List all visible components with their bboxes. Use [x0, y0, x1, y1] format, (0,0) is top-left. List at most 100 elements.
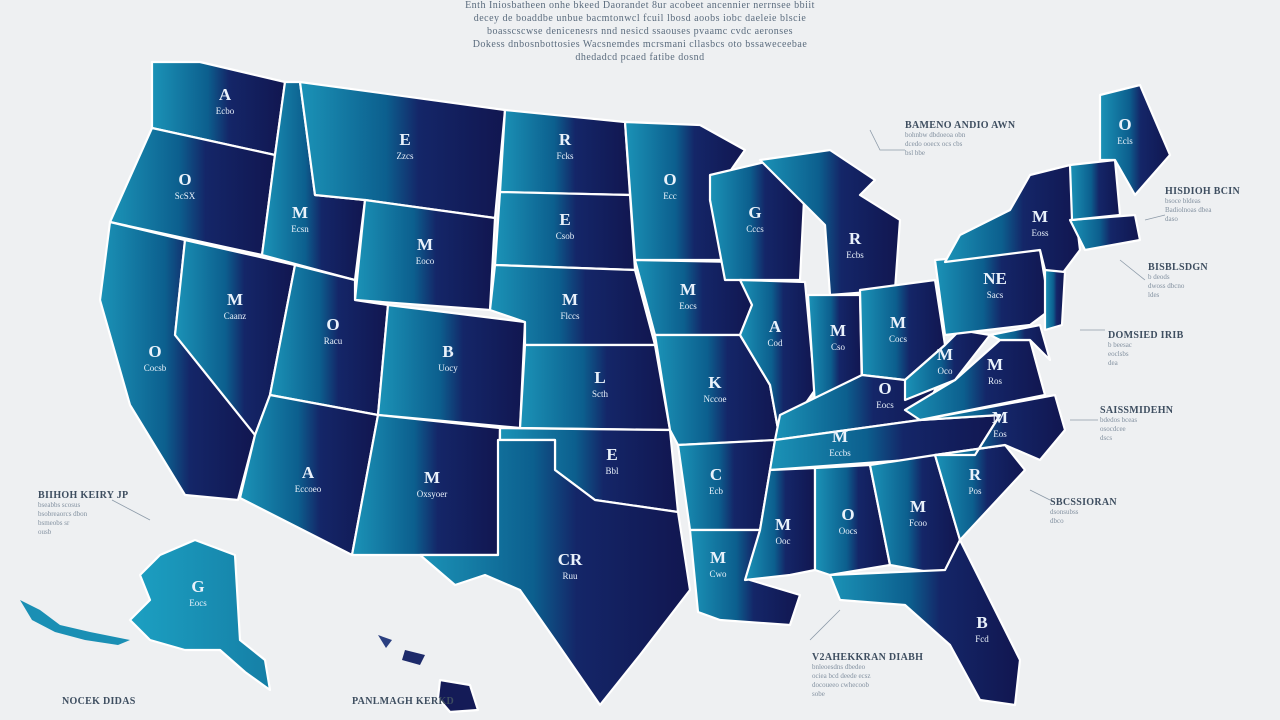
state-mt[interactable]: [298, 80, 507, 220]
state-nc[interactable]: [918, 393, 1067, 462]
state-code: M: [775, 515, 791, 534]
state-code: G: [748, 203, 761, 222]
state-caption: Racu: [324, 336, 343, 346]
state-label-ms: M Ooc: [775, 515, 791, 546]
state-label-ga: M Fcoo: [909, 497, 928, 528]
callout-line: sobe: [812, 690, 825, 698]
state-code: M: [680, 280, 696, 299]
hawaii-islet: [402, 650, 425, 665]
state-caption: Pos: [968, 486, 982, 496]
state-label-tn: M Eccbs: [829, 427, 851, 458]
state-ct-ri-ma[interactable]: [1068, 213, 1142, 252]
callout-line: dbco: [1050, 517, 1064, 525]
state-label-nm: M Oxsyoer: [417, 468, 448, 499]
callout-gulf: V2AHEKKRAN DIABH bnleoesdns dbedeo ociea…: [812, 652, 923, 699]
state-al[interactable]: [813, 463, 892, 577]
state-code: CR: [558, 550, 583, 569]
state-caption: Uocy: [438, 363, 458, 373]
state-az[interactable]: [238, 393, 380, 557]
state-code: M: [937, 345, 953, 364]
state-label-pa: NE Sacs: [983, 269, 1007, 300]
title-line: decey de boaddbe unbue bacmtonwcl fcuil …: [473, 13, 807, 24]
callout-ne3: BISBLSDGN b deods dwoss dbcno ldes: [1148, 262, 1208, 300]
state-caption: Eocs: [679, 301, 697, 311]
state-label-ca: O Cocsb: [144, 342, 167, 373]
state-ny[interactable]: [943, 163, 1082, 292]
state-code: A: [302, 463, 315, 482]
state-code: E: [399, 130, 410, 149]
title-line: Dokess dnbosnbottosies Wacsnemdes mcrsma…: [472, 39, 808, 50]
state-label-nv: M Caanz: [224, 290, 247, 321]
state-caption: Ecb: [709, 486, 723, 496]
state-caption: Cod: [767, 338, 783, 348]
state-code: O: [326, 315, 339, 334]
state-label-me: O Ecls: [1117, 115, 1133, 146]
callout-ne4: DOMSIED IRIB b beesac eoclsbs dea: [1108, 330, 1184, 368]
state-ar[interactable]: [676, 438, 777, 532]
state-code: E: [559, 210, 570, 229]
state-caption: Ros: [988, 376, 1003, 386]
callout-line: bsl bbe: [905, 149, 926, 157]
state-caption: Fcks: [556, 151, 574, 161]
callout-line: ldes: [1148, 291, 1160, 299]
state-caption: Fcoo: [909, 518, 928, 528]
state-de-md[interactable]: [988, 323, 1052, 362]
state-label-co: B Uocy: [438, 342, 458, 373]
callout-line: bnleoesdns dbedeo: [812, 663, 866, 671]
state-caption: Ecls: [1117, 136, 1133, 146]
state-tx[interactable]: [418, 438, 692, 707]
callout-line: dwoss dbcno: [1148, 282, 1185, 290]
state-caption: Cocsb: [144, 363, 167, 373]
state-label-or: O ScSX: [175, 170, 196, 201]
state-label-ia: M Eocs: [679, 280, 697, 311]
state-caption: Eocs: [189, 598, 207, 608]
state-code: M: [992, 408, 1008, 427]
state-label-va: M Ros: [987, 355, 1003, 386]
state-caption: Ecsn: [291, 224, 309, 234]
state-caption: Eos: [993, 429, 1007, 439]
aleutian-islands: [20, 600, 130, 645]
state-ks[interactable]: [518, 343, 672, 432]
state-me[interactable]: [1098, 83, 1172, 197]
state-mi[interactable]: [758, 148, 902, 297]
state-code: M: [227, 290, 243, 309]
state-label-mn: O Ecc: [663, 170, 677, 201]
state-label-ks: L Scth: [592, 368, 609, 399]
state-nj[interactable]: [1043, 268, 1067, 332]
state-caption: Eccbs: [829, 448, 851, 458]
callout-leaders: [111, 129, 1166, 641]
state-caption: Cwo: [709, 569, 727, 579]
state-caption: Eocs: [876, 400, 894, 410]
state-label-id: M Ecsn: [291, 203, 309, 234]
title-line: dhedadcd pcaed fatibe dosnd: [575, 52, 705, 63]
state-code: R: [969, 465, 982, 484]
callout-line: osocdcee: [1100, 425, 1126, 433]
state-ak[interactable]: [128, 538, 272, 692]
callout-west: BIIHOH KEIRY JP bseabbs scosus bsobreaor…: [38, 490, 128, 537]
state-fl[interactable]: [828, 538, 1022, 707]
callout-heading: BIIHOH KEIRY JP: [38, 490, 129, 501]
state-label-oh: M Cocs: [889, 313, 907, 344]
callout-line: eoclsbs: [1108, 350, 1129, 358]
state-label-nd: R Fcks: [556, 130, 574, 161]
state-code: G: [191, 577, 204, 596]
callout-line: ociea bcd deede ecsz: [812, 672, 871, 680]
state-caption: Fcd: [975, 634, 989, 644]
state-il[interactable]: [738, 278, 817, 442]
state-label-ak: G Eocs: [189, 577, 207, 608]
state-label-la: M Cwo: [709, 548, 727, 579]
state-code: O: [663, 170, 676, 189]
state-label-ne: M Flccs: [561, 290, 580, 321]
callout-heading: HISDIOH BCIN: [1165, 186, 1241, 197]
state-caption: Ruu: [562, 571, 578, 581]
state-hi[interactable]: [436, 678, 480, 714]
state-vt-nh[interactable]: [1068, 158, 1122, 222]
state-code: O: [1118, 115, 1131, 134]
state-code: M: [910, 497, 926, 516]
state-code: A: [219, 85, 232, 104]
state-caption: Cccs: [746, 224, 764, 234]
state-caption: Cso: [831, 342, 846, 352]
state-wy[interactable]: [353, 198, 497, 312]
state-code: O: [178, 170, 191, 189]
state-caption: Scth: [592, 389, 609, 399]
